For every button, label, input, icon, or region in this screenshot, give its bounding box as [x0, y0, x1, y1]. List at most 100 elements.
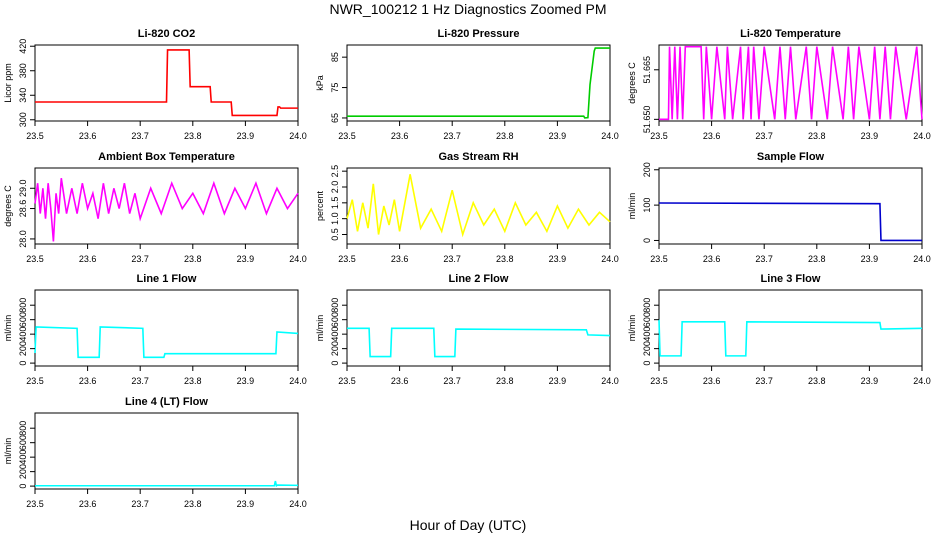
y-tick-label: 400	[18, 450, 28, 465]
y-axis-label: ml/min	[315, 315, 325, 342]
x-tick-label: 23.8	[496, 376, 514, 386]
y-tick-label: 29.0	[18, 180, 28, 198]
plot-frame	[658, 167, 923, 245]
plot-frame	[346, 289, 611, 367]
panel-3: Li-820 Temperature 23.5 23.6 23.7 23.8 23.9 24…	[627, 28, 931, 141]
x-tick-label: 23.9	[237, 254, 255, 264]
y-tick-label: 28.6	[18, 200, 28, 218]
y-tick-label: 0	[18, 484, 28, 489]
x-tick-label: 24.0	[601, 131, 619, 141]
x-tick-label: 23.5	[26, 499, 44, 509]
data-series-line	[34, 326, 299, 359]
plot-frame	[34, 289, 299, 367]
data-series-line	[658, 202, 922, 242]
chart-title: Li-820 Pressure	[438, 28, 520, 40]
chart-title: Ambient Box Temperature	[98, 151, 235, 163]
x-tick-label: 23.9	[549, 254, 567, 264]
data-series-line	[35, 480, 299, 488]
x-tick-label: 23.7	[131, 131, 149, 141]
y-tick-label: 200	[18, 464, 28, 479]
y-axis-label: Licor ppm	[3, 63, 13, 103]
x-tick-label: 24.0	[289, 254, 307, 264]
y-tick-label: 600	[18, 312, 28, 327]
x-tick-label: 23.9	[237, 499, 255, 509]
x-tick-label: 23.8	[184, 254, 202, 264]
x-tick-label: 23.6	[79, 376, 97, 386]
data-series-line	[347, 47, 610, 119]
x-tick-label: 23.5	[26, 254, 44, 264]
data-series-line	[34, 178, 299, 242]
x-tick-label: 23.5	[26, 376, 44, 386]
panel-6: Sample Flow 23.5 23.6 23.7 23.8 23.9 24.0 0 100 2…	[627, 151, 931, 264]
x-tick-label: 23.7	[131, 254, 149, 264]
x-tick-label: 23.7	[755, 131, 773, 141]
x-tick-label: 23.7	[131, 499, 149, 509]
x-tick-label: 23.6	[391, 254, 409, 264]
x-tick-label: 23.8	[184, 499, 202, 509]
x-tick-label: 23.6	[703, 376, 721, 386]
x-axis-title: Hour of Day (UTC)	[409, 517, 527, 533]
chart-title: Gas Stream RH	[438, 151, 518, 163]
y-tick-label: 2.5	[330, 165, 340, 178]
x-tick-label: 24.0	[913, 131, 931, 141]
x-tick-label: 23.5	[650, 376, 668, 386]
data-series-line	[347, 327, 611, 358]
data-series-line	[658, 319, 923, 357]
y-tick-label: 800	[330, 298, 340, 313]
y-tick-label: 51.665	[642, 56, 652, 84]
panel-1: Li-820 CO2 23.5 23.6 23.7 23.8 23.9 24.0 300 340…	[3, 28, 307, 141]
x-tick-label: 23.6	[391, 376, 409, 386]
x-tick-label: 24.0	[601, 254, 619, 264]
x-tick-label: 23.6	[703, 131, 721, 141]
chart-title: Sample Flow	[757, 151, 825, 163]
plot-frame	[346, 167, 611, 245]
chart-title: Line 2 Flow	[449, 273, 509, 285]
x-tick-label: 23.9	[861, 131, 879, 141]
x-tick-label: 23.7	[755, 376, 773, 386]
y-tick-label: 2.0	[330, 181, 340, 194]
plot-frame	[34, 412, 299, 490]
plot-frame	[34, 167, 299, 245]
x-tick-label: 23.8	[808, 254, 826, 264]
x-tick-label: 24.0	[289, 499, 307, 509]
x-tick-label: 23.9	[861, 254, 879, 264]
chart-title: Line 1 Flow	[137, 273, 197, 285]
x-tick-label: 23.7	[443, 131, 461, 141]
y-tick-label: 200	[642, 341, 652, 356]
panel-9: Line 3 Flow 23.5 23.6 23.7 23.8 23.9 24.0 0 2004…	[627, 273, 931, 386]
y-tick-label: 100	[642, 198, 652, 213]
x-tick-label: 23.8	[496, 254, 514, 264]
y-axis-label: ml/min	[627, 315, 637, 342]
x-tick-label: 23.8	[184, 131, 202, 141]
y-tick-label: 0	[642, 361, 652, 366]
x-tick-label: 24.0	[913, 376, 931, 386]
y-axis-label: kPa	[315, 75, 325, 91]
y-tick-label: 28.0	[18, 230, 28, 248]
y-tick-label: 200	[330, 341, 340, 356]
x-tick-label: 23.9	[237, 131, 255, 141]
y-tick-label: 0	[642, 238, 652, 243]
y-axis-label: percent	[315, 190, 325, 221]
y-tick-label: 400	[330, 327, 340, 342]
y-axis-label: ml/min	[627, 193, 637, 220]
x-tick-label: 24.0	[289, 376, 307, 386]
x-tick-label: 23.6	[79, 254, 97, 264]
y-axis-label: ml/min	[3, 315, 13, 342]
x-tick-label: 23.9	[549, 376, 567, 386]
x-tick-label: 23.8	[184, 376, 202, 386]
y-tick-label: 1.0	[330, 212, 340, 225]
y-tick-label: 300	[18, 112, 28, 127]
data-series-line	[346, 174, 611, 238]
x-tick-label: 23.6	[391, 131, 409, 141]
y-tick-label: 600	[642, 312, 652, 327]
y-tick-label: 800	[18, 421, 28, 436]
x-tick-label: 23.5	[650, 131, 668, 141]
plot-frame	[34, 44, 299, 122]
x-tick-label: 23.9	[237, 376, 255, 386]
x-tick-label: 23.6	[79, 131, 97, 141]
y-tick-label: 600	[18, 435, 28, 450]
y-tick-label: 85	[330, 52, 340, 62]
y-tick-label: 1.5	[330, 197, 340, 210]
x-tick-label: 23.5	[338, 131, 356, 141]
